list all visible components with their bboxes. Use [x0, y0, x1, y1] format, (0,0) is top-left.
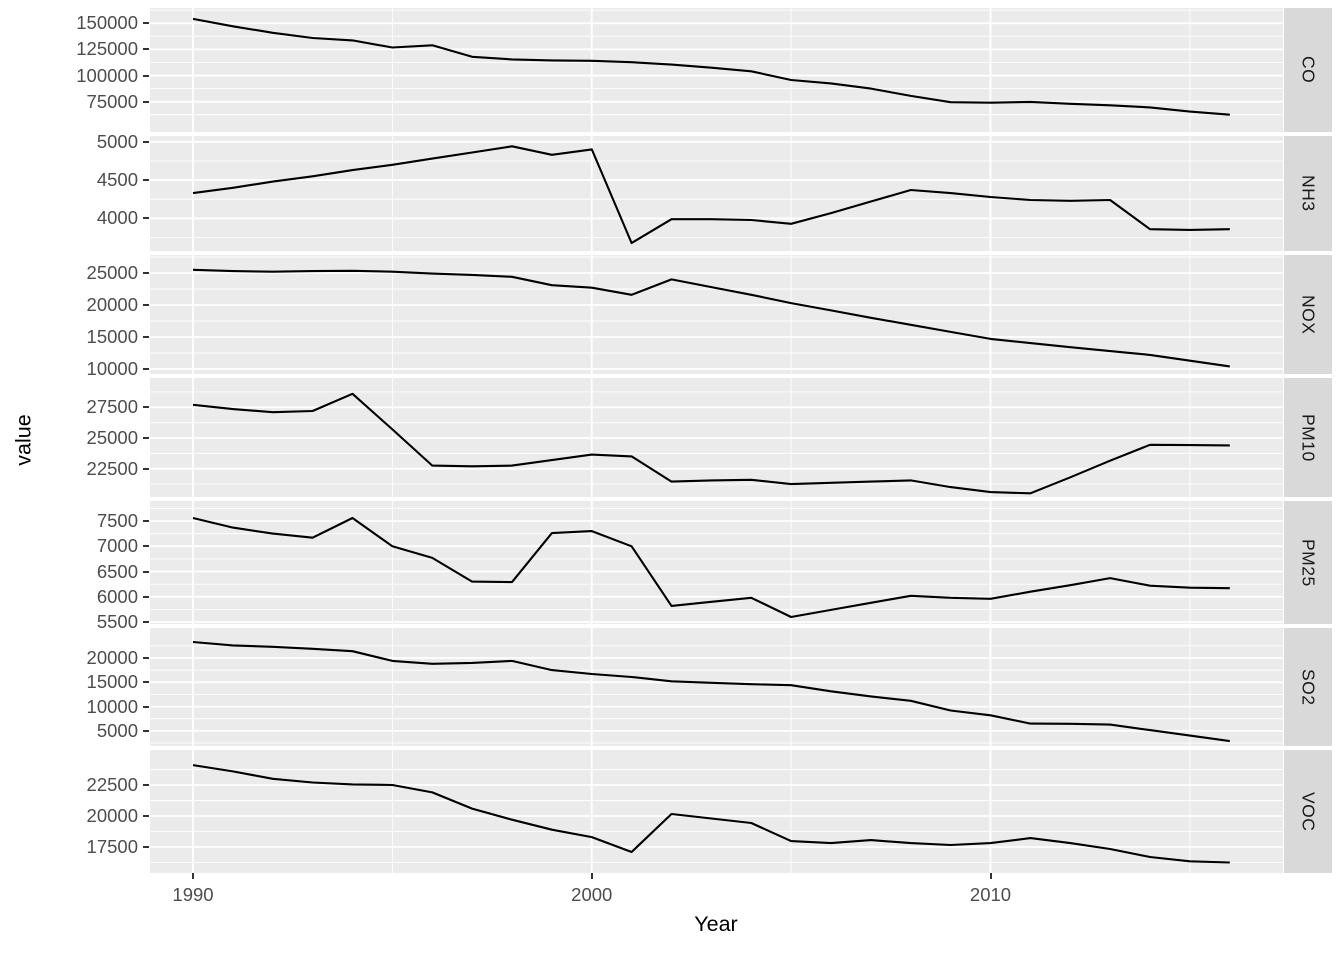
facet-plot-co [150, 8, 1283, 132]
line-series-pm10 [192, 392, 1230, 495]
y-tick-label: 10000 [86, 358, 138, 379]
facet-plot-pm10 [150, 378, 1283, 497]
y-tick-label: 5500 [96, 611, 138, 633]
y-tick-mark [143, 48, 149, 51]
facet-panel-co [150, 8, 1283, 132]
y-tick-label: 20000 [86, 805, 138, 827]
facet-panel-voc [150, 750, 1283, 873]
y-tick-label: 5000 [96, 719, 138, 741]
y-tick-mark [143, 570, 149, 573]
y-tick-label: 4000 [96, 207, 138, 229]
facet-strip-pm25: PM25 [1284, 501, 1332, 624]
facet-panel-nh3 [150, 136, 1283, 251]
y-tick-label: 5000 [96, 130, 138, 152]
y-tick-label: 6500 [96, 560, 138, 582]
line-series-co [192, 17, 1230, 116]
y-tick-mark [143, 784, 149, 786]
y-tick-mark [143, 467, 149, 470]
line-series-pm25 [192, 516, 1230, 619]
facet-strip-label: NH3 [1298, 175, 1319, 212]
facet-plot-pm25 [150, 501, 1283, 624]
facet-plot-so2 [150, 628, 1283, 746]
facet-strip-label: PM10 [1298, 413, 1319, 462]
x-tick-mark [590, 873, 593, 879]
facet-strip-co: CO [1284, 8, 1332, 132]
y-tick-label: 25000 [86, 427, 138, 448]
x-tick-label: 2010 [969, 884, 1012, 905]
facet-strip-label: SO2 [1298, 668, 1319, 706]
x-tick-mark [989, 873, 992, 879]
facet-strip-label: VOC [1298, 791, 1319, 832]
y-tick-label: 4500 [96, 169, 138, 191]
y-tick-mark [143, 595, 149, 598]
x-tick-label: 1990 [172, 884, 214, 905]
facet-strip-label: PM25 [1298, 538, 1319, 587]
y-tick-label: 7500 [96, 510, 138, 531]
x-axis-title: Year [694, 912, 738, 936]
y-tick-mark [143, 621, 149, 623]
facet-strip-voc: VOC [1284, 750, 1332, 873]
y-tick-mark [143, 520, 149, 522]
y-tick-label: 125000 [76, 38, 138, 60]
facet-panel-so2 [150, 628, 1283, 746]
y-tick-mark [143, 272, 149, 274]
y-tick-label: 22500 [86, 773, 138, 795]
x-tick-mark [192, 873, 194, 879]
y-tick-label: 22500 [86, 457, 138, 479]
y-tick-label: 27500 [86, 396, 138, 418]
y-tick-label: 7000 [96, 535, 138, 557]
facet-strip-label: NOX [1298, 294, 1319, 335]
facet-strip-pm10: PM10 [1284, 378, 1332, 497]
y-tick-mark [143, 681, 149, 684]
y-tick-mark [143, 22, 149, 25]
facet-strip-label: CO [1298, 56, 1319, 84]
y-tick-label: 25000 [86, 261, 138, 283]
x-tick-label: 2000 [571, 884, 613, 905]
facet-panel-pm10 [150, 378, 1283, 497]
y-tick-label: 17500 [86, 836, 138, 858]
y-tick-mark [143, 217, 149, 220]
y-tick-mark [143, 815, 149, 817]
y-tick-label: 75000 [86, 90, 138, 112]
y-tick-mark [143, 729, 149, 732]
y-tick-mark [143, 437, 149, 439]
y-tick-label: 20000 [86, 647, 138, 668]
y-tick-mark [143, 179, 149, 182]
y-tick-mark [143, 406, 149, 409]
facet-plot-nh3 [150, 136, 1283, 251]
y-tick-label: 100000 [76, 64, 138, 86]
line-series-nh3 [192, 145, 1230, 245]
y-tick-label: 20000 [86, 293, 138, 315]
y-tick-mark [143, 140, 149, 143]
y-tick-label: 15000 [86, 671, 138, 693]
y-tick-mark [143, 368, 149, 370]
y-tick-label: 10000 [86, 695, 138, 717]
facet-strip-nox: NOX [1284, 255, 1332, 374]
y-tick-mark [143, 100, 149, 103]
y-tick-label: 6000 [96, 585, 138, 607]
y-tick-mark [143, 846, 149, 848]
facet-plot-nox [150, 255, 1283, 374]
facet-panel-nox [150, 255, 1283, 374]
y-tick-mark [143, 657, 149, 659]
y-tick-label: 150000 [76, 12, 138, 34]
y-tick-mark [143, 304, 149, 306]
line-series-so2 [192, 640, 1230, 743]
facet-panel-pm25 [150, 501, 1283, 624]
y-tick-mark [143, 705, 149, 708]
y-tick-mark [143, 74, 149, 77]
y-tick-mark [143, 545, 149, 548]
facet-strip-so2: SO2 [1284, 628, 1332, 746]
facet-strip-nh3: NH3 [1284, 136, 1332, 251]
facet-plot-voc [150, 750, 1283, 873]
line-series-voc [192, 764, 1230, 864]
line-series-nox [192, 268, 1230, 368]
y-tick-label: 15000 [86, 326, 138, 347]
y-tick-mark [143, 336, 149, 338]
